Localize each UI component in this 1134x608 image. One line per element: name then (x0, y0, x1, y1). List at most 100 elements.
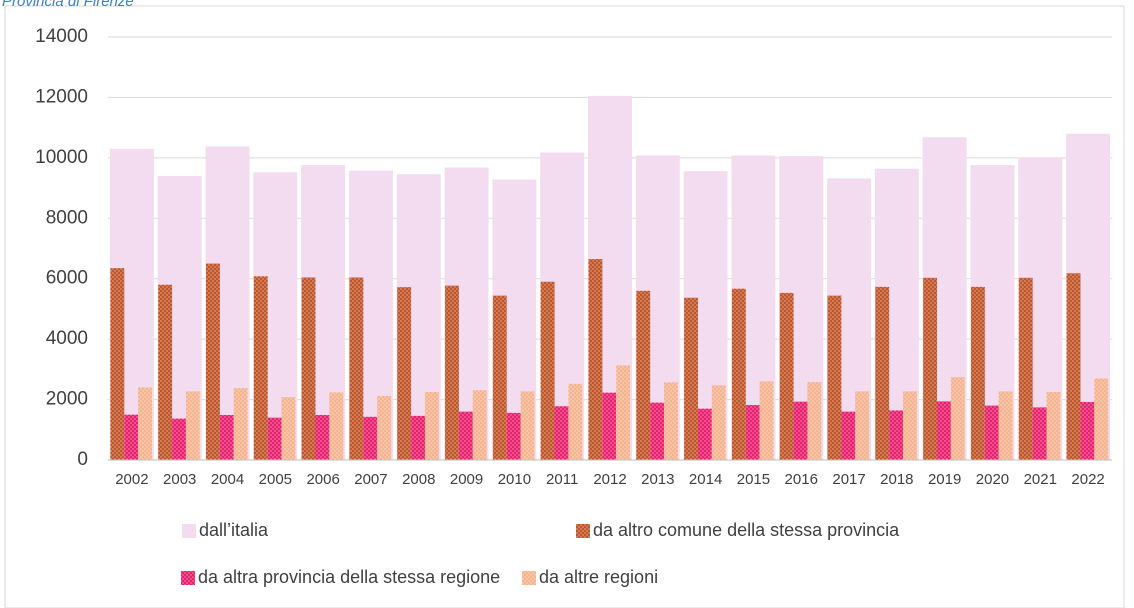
y-tick-label: 4000 (46, 328, 88, 349)
bar (233, 388, 248, 460)
x-tick-label: 2013 (641, 471, 674, 488)
bar (697, 408, 712, 460)
y-tick-label: 2000 (46, 389, 88, 410)
bar (903, 391, 917, 460)
bar (301, 277, 316, 460)
bar (492, 295, 507, 460)
bar (664, 382, 678, 460)
legend-label: dall’italia (199, 520, 269, 540)
bar (1094, 378, 1109, 460)
bar (779, 292, 794, 460)
legend-swatch (182, 524, 196, 538)
x-tick-label: 2022 (1071, 471, 1104, 488)
bar (185, 391, 200, 460)
x-tick-label: 2017 (832, 471, 865, 488)
y-tick-label: 8000 (46, 207, 88, 228)
bar (875, 286, 890, 460)
bar (855, 391, 870, 460)
bar (1046, 392, 1061, 460)
chart-title: Provincia di Firenze (2, 0, 134, 10)
bar (937, 401, 951, 460)
x-tick-label: 2020 (976, 471, 1009, 488)
bar (158, 284, 173, 460)
legend-label: da altre regioni (539, 567, 658, 587)
bar (397, 287, 412, 460)
bar (602, 392, 617, 460)
bar (984, 405, 999, 460)
bar (206, 263, 220, 460)
bar (472, 390, 487, 460)
bar (520, 391, 535, 460)
bar (1066, 273, 1081, 460)
bar (970, 286, 985, 460)
bar (363, 416, 378, 460)
bar (1018, 277, 1033, 460)
bar (568, 383, 583, 460)
bar (950, 377, 965, 460)
legend-swatch (181, 571, 195, 585)
legend-label: da altro comune della stessa provincia (593, 520, 900, 540)
bar (253, 276, 268, 460)
y-tick-label: 0 (77, 449, 88, 470)
x-tick-label: 2006 (306, 471, 339, 488)
y-tick-label: 6000 (46, 268, 88, 289)
x-tick-label: 2015 (737, 471, 770, 488)
bar (650, 402, 665, 460)
bar (1032, 407, 1047, 460)
bar (998, 391, 1013, 460)
bar (424, 392, 439, 460)
x-tick-label: 2021 (1024, 471, 1057, 488)
x-tick-label: 2002 (115, 471, 148, 488)
bar (458, 411, 473, 460)
bar (110, 268, 125, 460)
y-tick-label: 10000 (35, 147, 88, 168)
x-tick-label: 2016 (785, 471, 818, 488)
bar (745, 405, 760, 460)
bar (759, 381, 774, 460)
bar (636, 290, 651, 460)
bar (506, 412, 521, 460)
bar (124, 414, 139, 460)
x-tick-label: 2018 (880, 471, 913, 488)
bar (445, 285, 459, 460)
bar (684, 297, 698, 460)
x-tick-label: 2014 (689, 471, 722, 488)
bar (377, 395, 392, 460)
bar (841, 411, 856, 460)
bar (793, 401, 808, 460)
y-tick-label: 12000 (35, 86, 88, 107)
bar (349, 277, 364, 460)
bar (616, 365, 631, 460)
bar (329, 392, 344, 460)
y-tick-label: 14000 (35, 26, 88, 47)
x-tick-label: 2004 (211, 471, 244, 488)
bar (138, 387, 152, 460)
x-tick-label: 2011 (546, 471, 578, 488)
chart-border (4, 5, 1125, 608)
legend-swatch (522, 571, 536, 585)
bar (315, 414, 330, 460)
bar (172, 418, 186, 460)
x-tick-label: 2019 (928, 471, 961, 488)
bar (711, 385, 726, 460)
x-tick-label: 2005 (259, 471, 292, 488)
x-tick-label: 2010 (498, 471, 531, 488)
bar (1080, 401, 1095, 460)
bar (731, 288, 746, 460)
x-tick-label: 2009 (450, 471, 483, 488)
bar (267, 417, 282, 460)
bar (554, 406, 569, 460)
bar (281, 397, 296, 460)
bar (889, 410, 904, 460)
legend-label: da altra provincia della stessa regione (198, 567, 500, 587)
bar (540, 281, 555, 460)
bar (411, 415, 425, 460)
x-tick-label: 2008 (402, 471, 435, 488)
x-tick-label: 2007 (354, 471, 387, 488)
x-tick-label: 2003 (163, 471, 196, 488)
x-tick-label: 2012 (593, 471, 626, 488)
bar (923, 277, 938, 460)
bar (827, 295, 842, 460)
bar (219, 414, 234, 460)
